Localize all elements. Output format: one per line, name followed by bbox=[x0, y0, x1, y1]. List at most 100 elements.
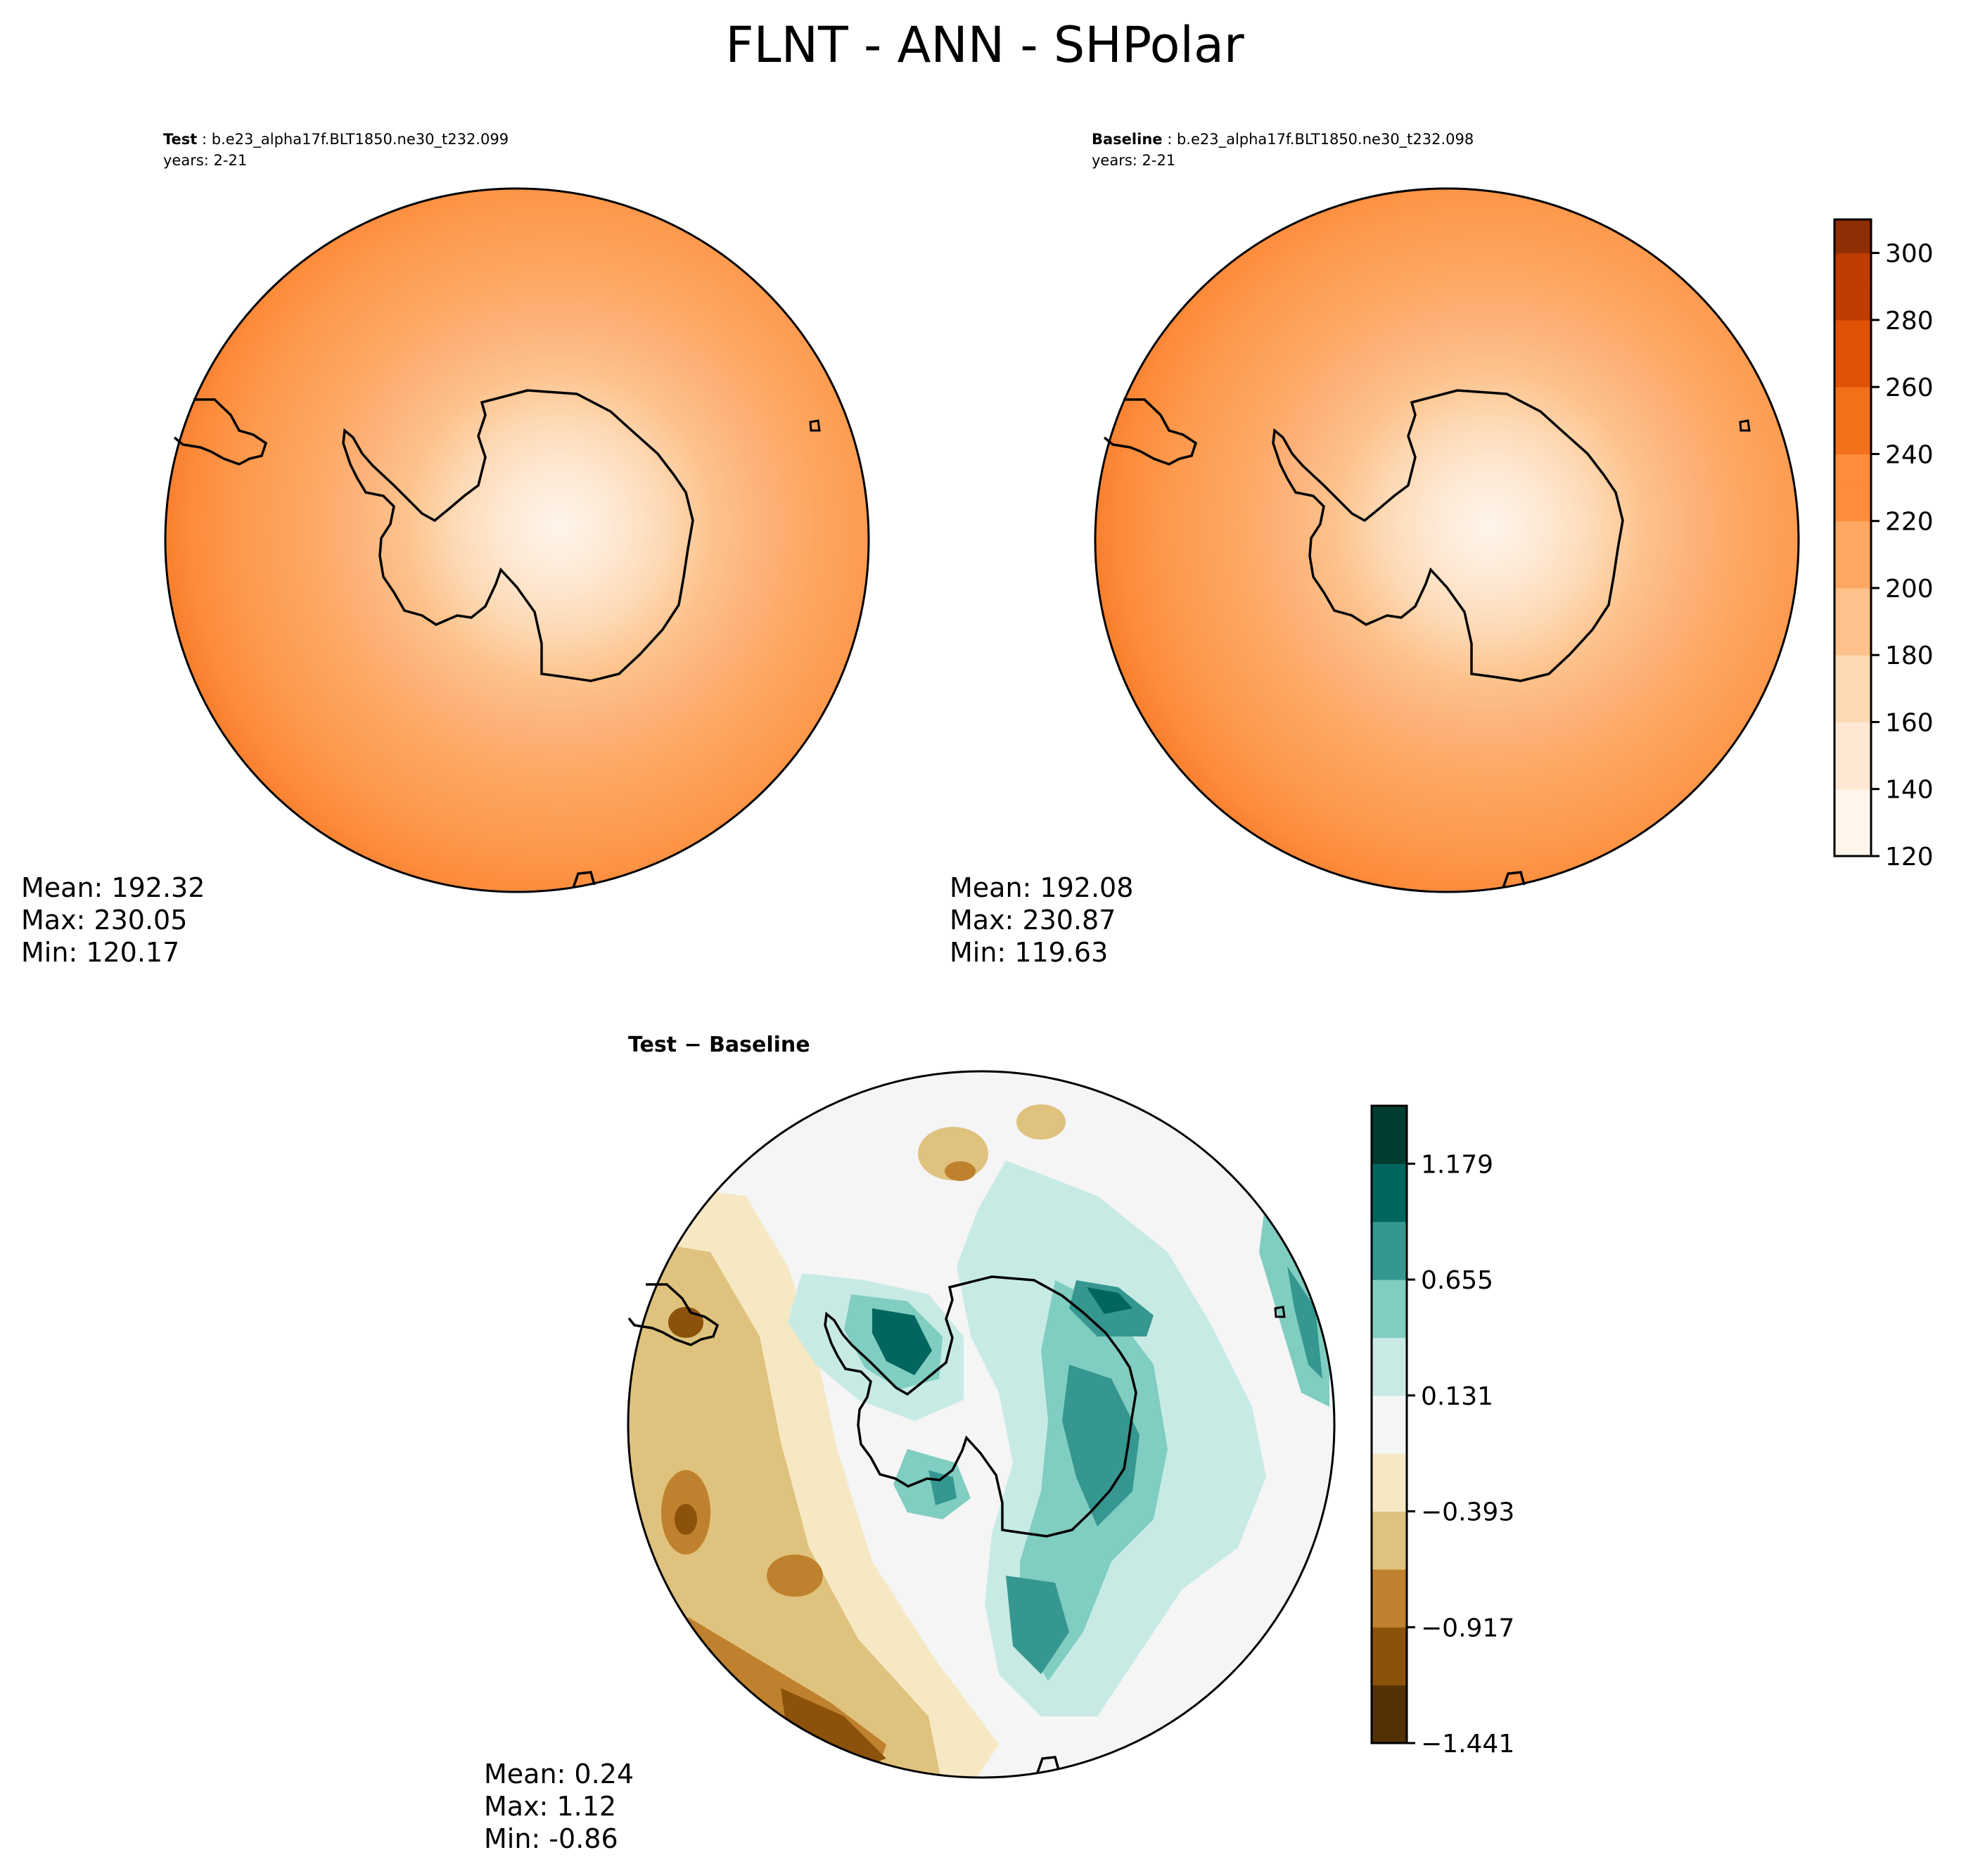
bottom-colorbar-segment bbox=[1372, 1627, 1407, 1686]
bottom-colorbar-segment bbox=[1372, 1106, 1407, 1164]
top-colorbar-segment bbox=[1834, 353, 1871, 388]
bottom-colorbar-frame bbox=[1370, 1104, 1408, 1744]
bottom-colorbar-tick-label: 0.655 bbox=[1421, 1266, 1493, 1295]
diff-teal-north-deep bbox=[1087, 1287, 1132, 1314]
diff-teal-south-deep bbox=[1006, 1576, 1069, 1674]
test-stat-min: Min: 120.17 bbox=[21, 937, 179, 968]
diff-stat-max: Max: 1.12 bbox=[484, 1791, 616, 1822]
bottom-colorbar-segment bbox=[1372, 1337, 1407, 1396]
diff-island bbox=[1274, 1306, 1286, 1318]
test-island bbox=[809, 419, 821, 432]
top-colorbar-segment bbox=[1834, 420, 1871, 454]
baseline-south-america-coast bbox=[1103, 398, 1198, 466]
test-label-bold: Test bbox=[163, 131, 197, 148]
bottom-colorbar-segment bbox=[1372, 1453, 1407, 1512]
bottom-colorbar-segment bbox=[1372, 1221, 1407, 1280]
baseline-label: Baseline : b.e23_alpha17f.BLT1850.ne30_t… bbox=[1092, 131, 1474, 148]
bottom-colorbar-tick-label: −0.917 bbox=[1421, 1614, 1514, 1642]
diff-label: Test − Baseline bbox=[628, 1033, 810, 1057]
top-colorbar-tick-label: 160 bbox=[1885, 708, 1934, 737]
diff-brown-sw-deep bbox=[781, 1688, 886, 1773]
top-colorbar-frame bbox=[1833, 218, 1872, 857]
diff-teal-northwest-deep bbox=[872, 1308, 932, 1375]
top-colorbar-tick-label: 200 bbox=[1885, 575, 1934, 604]
test-label-rest: : b.e23_alpha17f.BLT1850.ne30_t232.099 bbox=[197, 131, 509, 148]
baseline-island bbox=[1739, 419, 1751, 432]
bottom-colorbar-segments bbox=[1372, 1106, 1407, 1744]
top-colorbar-segment bbox=[1834, 688, 1871, 722]
baseline-island-south bbox=[1502, 871, 1526, 888]
bottom-colorbar-tick-label: 0.131 bbox=[1421, 1382, 1493, 1411]
bottom-colorbar-tick-label: 1.179 bbox=[1421, 1150, 1493, 1179]
test-stat-max: Max: 230.05 bbox=[21, 905, 187, 936]
top-colorbar-segment bbox=[1834, 822, 1871, 857]
top-colorbar-segment bbox=[1834, 554, 1871, 589]
top-colorbar-tick-label: 220 bbox=[1885, 508, 1934, 537]
top-colorbar-tick-label: 140 bbox=[1885, 776, 1934, 805]
top-colorbar-segment bbox=[1834, 219, 1871, 254]
top-colorbar-tick-label: 300 bbox=[1885, 240, 1934, 269]
bottom-colorbar-ticks: 1.179 0.655 0.131 −0.393 −0.917 −1.441 bbox=[1407, 1150, 1514, 1759]
top-colorbar: 120 140 160 180 200 220 240 260 280 300 bbox=[1833, 218, 1934, 872]
top-colorbar-segment bbox=[1834, 487, 1871, 522]
test-map bbox=[164, 187, 870, 893]
top-colorbar-segment bbox=[1834, 521, 1871, 555]
baseline-panel: Baseline : b.e23_alpha17f.BLT1850.ne30_t… bbox=[950, 131, 1800, 968]
test-years: years: 2-21 bbox=[163, 152, 247, 169]
bottom-colorbar-segment bbox=[1372, 1280, 1407, 1338]
top-colorbar-segment bbox=[1834, 454, 1871, 488]
diff-brown-patch-7 bbox=[945, 1161, 976, 1181]
top-colorbar-segment bbox=[1834, 621, 1871, 656]
top-colorbar-tick-label: 120 bbox=[1885, 843, 1934, 872]
top-colorbar-segment bbox=[1834, 253, 1871, 287]
figure-title: FLNT - ANN - SHPolar bbox=[725, 16, 1244, 74]
diff-stat-min: Min: -0.86 bbox=[484, 1823, 618, 1854]
top-colorbar-ticks: 120 140 160 180 200 220 240 260 280 300 bbox=[1871, 240, 1934, 872]
test-label: Test : b.e23_alpha17f.BLT1850.ne30_t232.… bbox=[163, 131, 509, 148]
bottom-colorbar-segment bbox=[1372, 1685, 1407, 1744]
top-colorbar-segment bbox=[1834, 387, 1871, 421]
top-colorbar-segment bbox=[1834, 286, 1871, 321]
top-colorbar-segment bbox=[1834, 655, 1871, 689]
test-south-america-coast bbox=[173, 398, 268, 466]
top-colorbar-tick-label: 280 bbox=[1885, 307, 1934, 336]
bottom-colorbar-segment bbox=[1372, 1511, 1407, 1570]
top-colorbar-segment bbox=[1834, 587, 1871, 623]
top-colorbar-tick-label: 260 bbox=[1885, 374, 1934, 402]
diff-brown-patch-5 bbox=[668, 1307, 703, 1338]
top-colorbar-tick-label: 180 bbox=[1885, 642, 1934, 670]
diff-teal-east-edge-deep bbox=[1287, 1266, 1322, 1379]
baseline-antarctica-coastline bbox=[1272, 389, 1624, 682]
baseline-stat-mean: Mean: 192.08 bbox=[950, 872, 1133, 903]
diff-map-fill bbox=[628, 1071, 1334, 1778]
baseline-label-bold: Baseline bbox=[1092, 131, 1163, 148]
test-antarctica-coastline bbox=[342, 389, 694, 682]
baseline-stat-min: Min: 119.63 bbox=[950, 937, 1108, 968]
diff-brown-patch-3 bbox=[767, 1555, 823, 1597]
top-colorbar-tick-label: 240 bbox=[1885, 440, 1934, 469]
diff-brown-patch-2 bbox=[675, 1504, 697, 1535]
baseline-map bbox=[1094, 187, 1800, 893]
diff-island-south bbox=[1036, 1756, 1060, 1773]
bottom-colorbar-segment bbox=[1372, 1395, 1407, 1454]
bottom-colorbar-tick-label: −0.393 bbox=[1421, 1498, 1514, 1527]
diff-south-america-coast bbox=[627, 1283, 720, 1346]
diff-stat-mean: Mean: 0.24 bbox=[484, 1759, 634, 1789]
test-panel: Test : b.e23_alpha17f.BLT1850.ne30_t232.… bbox=[21, 131, 870, 968]
bottom-colorbar-tick-label: −1.441 bbox=[1421, 1730, 1514, 1759]
diff-teal-east-deep bbox=[1062, 1365, 1140, 1526]
diff-brown-patch-8 bbox=[1016, 1104, 1066, 1140]
baseline-label-rest: : b.e23_alpha17f.BLT1850.ne30_t232.098 bbox=[1163, 131, 1474, 148]
bottom-colorbar: 1.179 0.655 0.131 −0.393 −0.917 −1.441 bbox=[1370, 1104, 1514, 1759]
test-island-south bbox=[572, 871, 596, 888]
bottom-colorbar-segment bbox=[1372, 1163, 1407, 1223]
test-stat-mean: Mean: 192.32 bbox=[21, 872, 205, 903]
diff-map bbox=[627, 1070, 1336, 1779]
top-colorbar-segment bbox=[1834, 722, 1871, 756]
bottom-colorbar-segment bbox=[1372, 1569, 1407, 1628]
top-colorbar-segment bbox=[1834, 319, 1871, 355]
top-colorbar-segment bbox=[1834, 789, 1871, 823]
baseline-stat-max: Max: 230.87 bbox=[950, 905, 1116, 936]
top-colorbar-segment bbox=[1834, 755, 1871, 790]
